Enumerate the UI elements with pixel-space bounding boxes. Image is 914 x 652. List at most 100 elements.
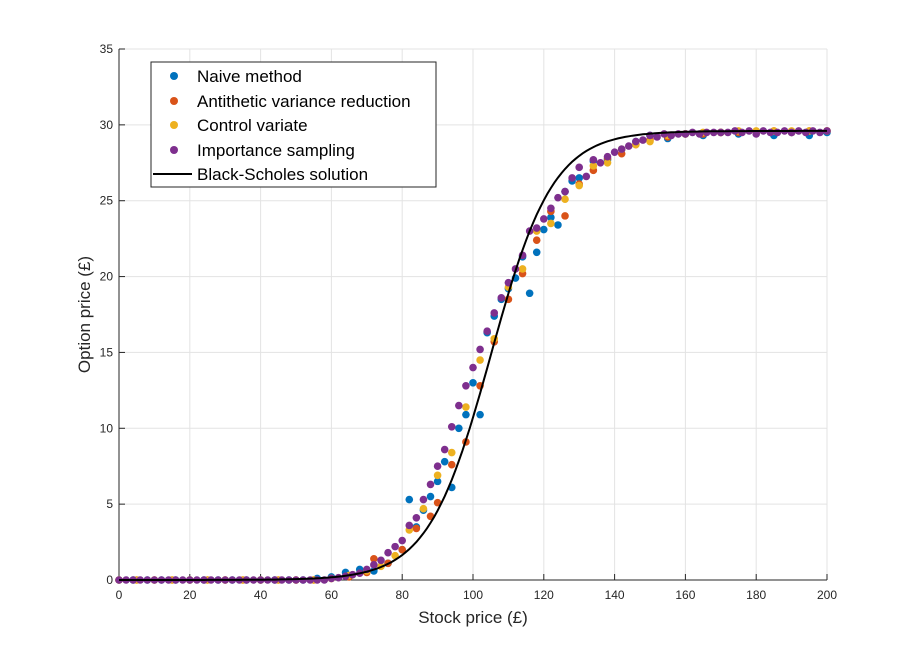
data-point-s3-73 [632, 137, 640, 146]
data-point-s3-53 [490, 309, 499, 317]
data-point-s3-47 [447, 422, 456, 431]
data-point-s3-38 [384, 548, 392, 557]
x-tick-label-120: 120 [534, 588, 554, 602]
data-point-s2-25 [518, 265, 527, 273]
data-point-s2-29 [575, 181, 583, 190]
data-point-s2-34 [646, 137, 654, 146]
data-point-s3-66 [582, 172, 591, 181]
legend-item-antithetic: Antithetic variance reduction [170, 92, 411, 111]
data-point-s0-21 [405, 495, 414, 504]
data-point-s3-88 [738, 128, 746, 137]
x-tick-label-180: 180 [746, 588, 766, 602]
data-point-s3-54 [497, 294, 506, 302]
data-point-s0-31 [476, 410, 484, 419]
data-point-s3-27 [306, 576, 314, 584]
data-point-s3-97 [801, 128, 810, 137]
data-point-s0-25 [433, 477, 442, 486]
data-point-s3-61 [547, 204, 555, 213]
data-point-s0-26 [440, 457, 449, 466]
data-point-s3-70 [610, 148, 619, 156]
data-point-s2-22 [476, 356, 484, 364]
data-point-s3-90 [752, 130, 760, 138]
axes: 0 20 40 60 80 100 120 140 160 180 200 0 5 10 15 20 25 30 3… [100, 42, 838, 602]
data-point-s3-92 [766, 128, 775, 137]
y-tick-label-10: 10 [100, 421, 114, 435]
legend-marker-control [170, 121, 178, 129]
data-point-s0-38 [525, 289, 534, 298]
model-curve [119, 129, 827, 581]
data-point-s1-15 [370, 554, 378, 563]
data-point-s3-68 [596, 158, 605, 167]
legend-box [150, 61, 437, 188]
legend-label-naive: Naive method [197, 67, 302, 86]
data-point-s3-71 [617, 145, 626, 153]
x-tick-label-140: 140 [605, 588, 625, 602]
x-tick-label-100: 100 [463, 588, 483, 602]
data-point-s2-18 [419, 504, 428, 513]
data-point-s0-39 [532, 248, 541, 257]
legend-item-naive: Naive method [170, 67, 302, 86]
data-point-s3-26 [299, 576, 307, 584]
legend-marker-importance [170, 146, 178, 154]
data-point-s0-41 [547, 213, 555, 222]
data-point-s3-64 [568, 174, 576, 182]
data-point-s3-83 [702, 128, 711, 137]
data-point-s3-69 [603, 152, 612, 161]
data-point-s3-51 [476, 345, 484, 354]
data-point-s3-48 [455, 401, 463, 410]
data-point-s2-20 [447, 448, 456, 457]
legend-item-control: Control variate [170, 116, 308, 135]
y-tick-label-15: 15 [100, 345, 114, 359]
data-point-s0-45 [575, 174, 583, 182]
data-point-s0-42 [554, 221, 562, 229]
data-point-s3-36 [370, 561, 378, 569]
data-point-s2-27 [547, 219, 555, 228]
black-scholes-line [119, 129, 827, 581]
data-point-s3-84 [709, 128, 718, 137]
x-tick-label-160: 160 [675, 588, 695, 602]
y-tick-label-35: 35 [100, 42, 114, 56]
data-point-s0-24 [426, 492, 435, 501]
data-point-s3-43 [419, 495, 428, 504]
data-point-s3-62 [554, 193, 562, 202]
data-point-s3-78 [667, 131, 676, 140]
data-point-s3-60 [540, 215, 548, 223]
data-point-s3-49 [462, 382, 470, 390]
legend-marker-naive [170, 72, 178, 80]
data-point-s3-72 [624, 142, 633, 150]
data-point-s2-19 [433, 471, 442, 480]
x-tick-label-0: 0 [116, 588, 123, 602]
data-point-s3-41 [405, 521, 414, 530]
data-point-s3-50 [469, 363, 477, 372]
y-tick-label-5: 5 [106, 497, 113, 511]
data-point-s3-63 [561, 187, 569, 196]
data-point-s3-67 [589, 155, 598, 164]
y-tick-label-20: 20 [100, 270, 114, 284]
data-point-s0-29 [462, 410, 470, 419]
data-point-s1-27 [532, 236, 541, 244]
data-point-s3-46 [440, 445, 449, 454]
y-tick-label-0: 0 [106, 573, 113, 587]
x-tick-label-40: 40 [254, 588, 268, 602]
legend-marker-antithetic [170, 97, 178, 105]
data-point-s3-65 [575, 163, 583, 172]
data-point-s1-21 [447, 460, 456, 469]
data-point-s3-44 [426, 480, 435, 489]
legend-label-control: Control variate [197, 116, 308, 135]
legend-label-antithetic: Antithetic variance reduction [197, 92, 411, 111]
data-point-s3-76 [653, 133, 661, 141]
data-point-s0-28 [455, 424, 463, 433]
y-tick-label-25: 25 [100, 194, 114, 208]
data-point-s2-21 [462, 403, 470, 411]
data-point-s0-40 [540, 225, 548, 234]
data-point-s3-93 [773, 128, 782, 137]
data-point-s2-28 [561, 195, 569, 203]
data-point-s0-30 [469, 378, 477, 387]
y-axis-label: Option price (£) [75, 256, 94, 373]
data-point-s3-52 [483, 327, 491, 335]
data-point-s1-20 [433, 498, 442, 507]
data-point-s3-39 [391, 542, 399, 551]
data-point-s1-18 [412, 524, 421, 533]
data-point-s3-99 [816, 128, 824, 137]
